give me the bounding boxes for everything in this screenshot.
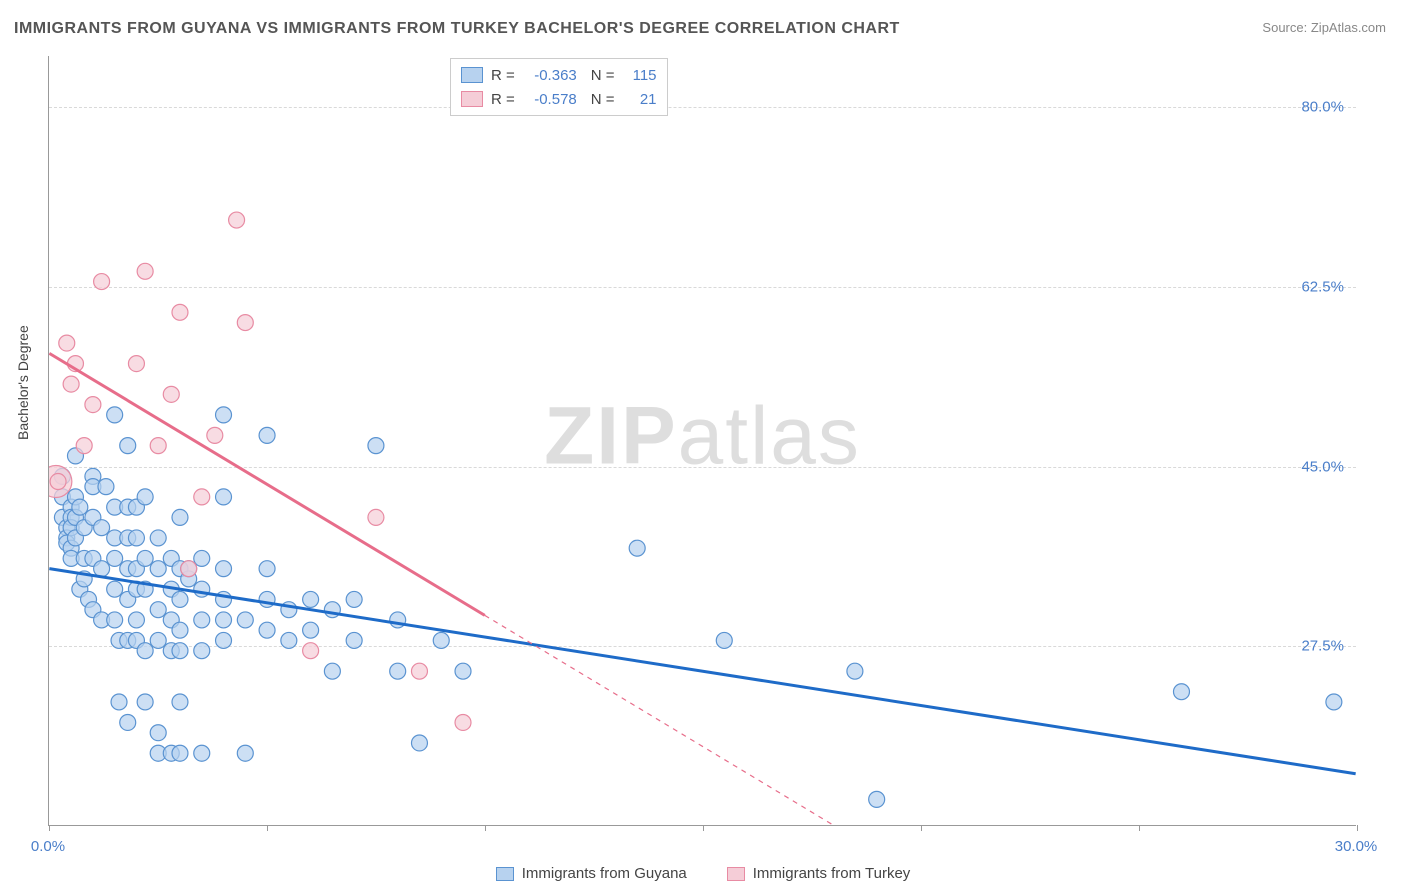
legend-row-guyana: R = -0.363 N = 115 [461,63,657,87]
x-tick [921,825,922,831]
r-value-guyana: -0.363 [523,67,577,84]
x-tick [267,825,268,831]
correlation-legend: R = -0.363 N = 115 R = -0.578 N = 21 [450,58,668,116]
x-tick [703,825,704,831]
source-attribution: Source: ZipAtlas.com [1262,20,1386,35]
x-tick [485,825,486,831]
swatch-turkey-icon [727,867,745,881]
x-tick-label: 0.0% [31,838,65,855]
n-value-guyana: 115 [623,67,657,84]
y-axis-label: Bachelor's Degree [15,325,31,440]
swatch-guyana-icon [496,867,514,881]
legend-item-guyana: Immigrants from Guyana [496,865,687,882]
swatch-turkey [461,91,483,107]
r-value-turkey: -0.578 [523,91,577,108]
x-tick [1139,825,1140,831]
scatter-svg [49,56,1356,825]
x-tick [1357,825,1358,831]
series-legend: Immigrants from Guyana Immigrants from T… [0,865,1406,882]
chart-title: IMMIGRANTS FROM GUYANA VS IMMIGRANTS FRO… [14,20,900,38]
x-tick-label: 30.0% [1335,838,1378,855]
n-value-turkey: 21 [623,91,657,108]
plot-area: ZIPatlas 27.5%45.0%62.5%80.0% [48,56,1356,826]
source-link[interactable]: ZipAtlas.com [1311,20,1386,35]
correlation-chart: IMMIGRANTS FROM GUYANA VS IMMIGRANTS FRO… [0,0,1406,892]
x-tick [49,825,50,831]
swatch-guyana [461,67,483,83]
legend-row-turkey: R = -0.578 N = 21 [461,87,657,111]
legend-item-turkey: Immigrants from Turkey [727,865,911,882]
